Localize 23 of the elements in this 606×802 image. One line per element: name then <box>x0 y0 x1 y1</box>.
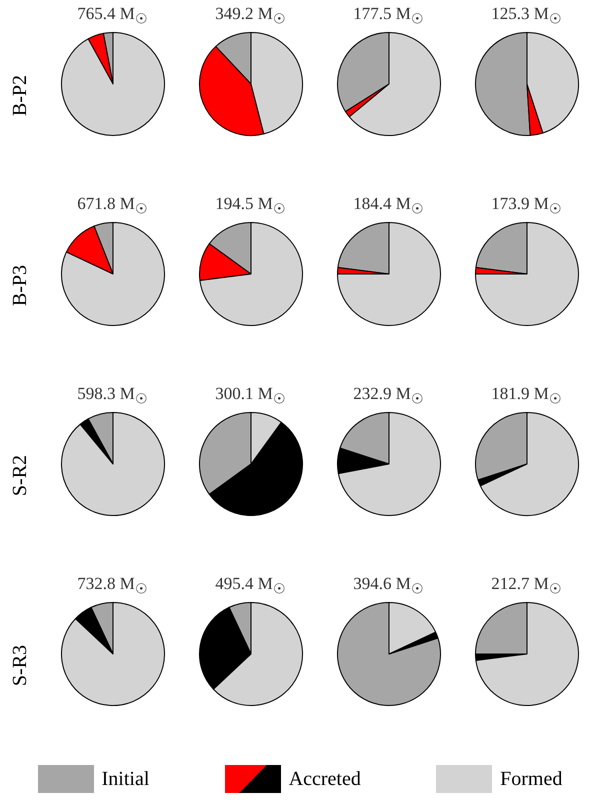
chart-title: 495.4 M$_{☉}$ <box>214 573 287 598</box>
text: B-P2 <box>10 74 32 116</box>
chart-title: 598.3 M$_{☉}$ <box>76 383 149 408</box>
chart-title: 765.4 M$_{☉}$ <box>76 3 149 28</box>
chart-title: 125.3 M$_{☉}$ <box>490 3 563 28</box>
chart-title: 212.7 M$_{☉}$ <box>490 573 563 598</box>
chart-title: 732.8 M$_{☉}$ <box>76 573 149 598</box>
text: S-R3 <box>10 644 32 686</box>
chart-title: 194.5 M$_{☉}$ <box>214 193 287 218</box>
chart-title: 394.6 M$_{☉}$ <box>352 573 425 598</box>
chart-title: 349.2 M$_{☉}$ <box>214 3 287 28</box>
chart-title: 173.9 M$_{☉}$ <box>490 193 563 218</box>
chart-title: 300.1 M$_{☉}$ <box>214 383 287 408</box>
chart-title: 671.8 M$_{☉}$ <box>76 193 149 218</box>
text: B-P3 <box>10 264 32 306</box>
chart-title: 184.4 M$_{☉}$ <box>352 193 425 218</box>
legend-label: Formed <box>500 768 562 790</box>
chart-title: 232.9 M$_{☉}$ <box>352 383 425 408</box>
legend-label: Initial <box>102 768 150 790</box>
text: S-R2 <box>10 454 32 496</box>
legend-label: Accreted <box>288 768 361 790</box>
chart-title: 177.5 M$_{☉}$ <box>352 3 425 28</box>
chart-title: 181.9 M$_{☉}$ <box>490 383 563 408</box>
